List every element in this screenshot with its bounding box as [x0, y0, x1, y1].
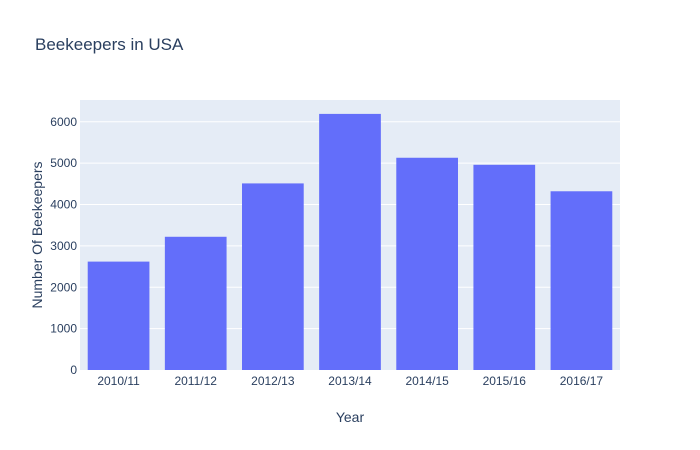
y-tick-label: 6000 [50, 115, 77, 129]
bars [87, 113, 613, 371]
y-tick-label: 4000 [50, 198, 77, 212]
x-axis-ticks: 2010/11 2011/12 2012/13 2013/14 2014/15 2015/… [97, 374, 603, 388]
y-tick-label: 1000 [50, 322, 77, 336]
x-tick-label: 2013/14 [328, 374, 372, 388]
bar-2013-14 [319, 113, 381, 371]
x-tick-label: 2015/16 [483, 374, 527, 388]
bar-2012-13 [242, 183, 304, 370]
x-tick-label: 2012/13 [251, 374, 295, 388]
y-tick-label: 0 [70, 363, 77, 377]
y-tick-label: 5000 [50, 156, 77, 170]
y-tick-label: 2000 [50, 280, 77, 294]
bar-2015-16 [473, 164, 536, 370]
bar-2014-15 [396, 157, 458, 370]
bar-2010-11 [87, 261, 150, 370]
chart-title: Beekeepers in USA [35, 35, 184, 54]
x-tick-label: 2016/17 [560, 374, 604, 388]
x-tick-label: 2010/11 [97, 374, 140, 388]
y-axis-title: Number Of Beekeepers [29, 161, 45, 308]
bar-2011-12 [164, 236, 227, 370]
y-axis-ticks: 0 1000 2000 3000 4000 5000 6000 [50, 115, 77, 377]
x-axis-title: Year [336, 409, 365, 425]
bar-2016-17 [550, 191, 613, 370]
x-tick-label: 2014/15 [405, 374, 449, 388]
x-tick-label: 2011/12 [174, 374, 217, 388]
y-tick-label: 3000 [50, 239, 77, 253]
